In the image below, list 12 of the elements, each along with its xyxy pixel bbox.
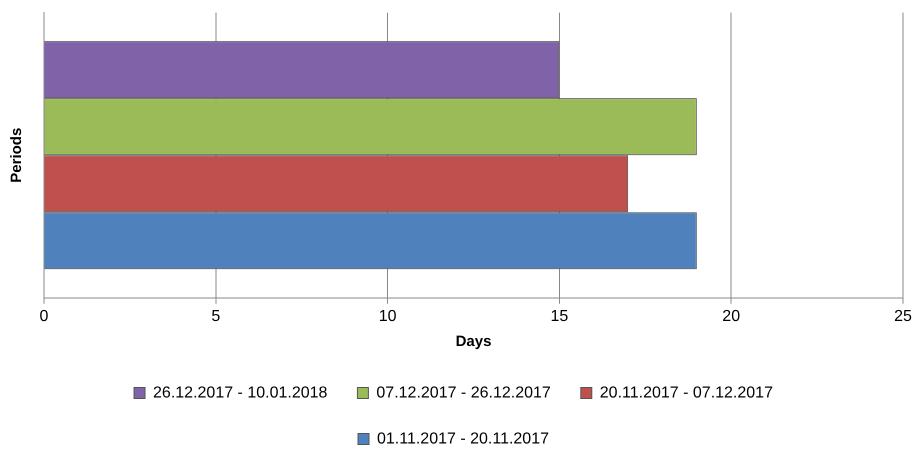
x-tick-label: 5 bbox=[211, 308, 220, 325]
x-tick-label: 25 bbox=[894, 308, 912, 325]
legend-label: 01.11.2017 - 20.11.2017 bbox=[377, 430, 550, 448]
x-axis-title: Days bbox=[456, 333, 492, 350]
x-tick-label: 20 bbox=[722, 308, 740, 325]
legend-label: 07.12.2017 - 26.12.2017 bbox=[376, 384, 551, 402]
x-tick-label: 10 bbox=[378, 308, 397, 325]
y-axis-title: Periods bbox=[8, 128, 26, 183]
x-tick-label: 0 bbox=[40, 308, 49, 325]
x-tick-label: 15 bbox=[550, 308, 568, 325]
legend-label: 20.11.2017 - 07.12.2017 bbox=[600, 384, 774, 402]
legend-label: 26.12.2017 - 10.01.2018 bbox=[153, 384, 328, 402]
